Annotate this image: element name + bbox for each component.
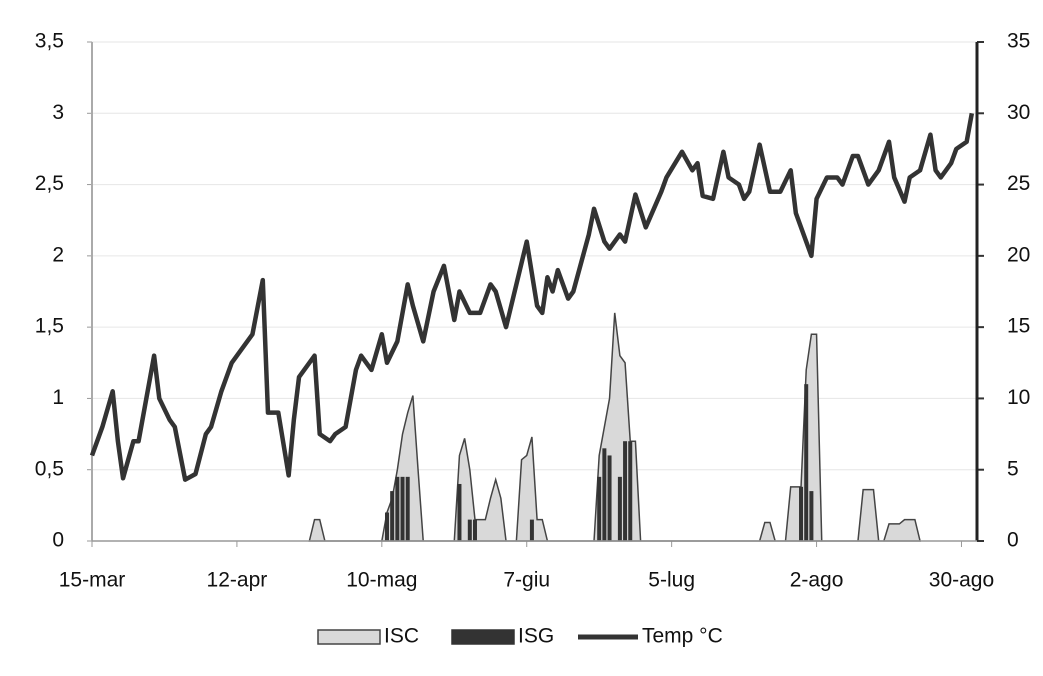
isg-bar (799, 486, 804, 541)
isg-bar (467, 519, 472, 541)
y-tick-label: 3,5 (35, 30, 64, 53)
legend-label: Temp °C (642, 625, 723, 648)
x-tick-label: 12-apr (207, 569, 268, 592)
isg-bar (597, 476, 602, 541)
y2-tick-label: 15 (1007, 315, 1030, 338)
y2-tick-label: 25 (1007, 172, 1030, 195)
isg-bar (623, 441, 628, 541)
y-tick-label: 0 (52, 529, 64, 552)
legend-label: ISG (518, 625, 554, 648)
x-tick-label: 5-lug (648, 569, 695, 592)
y2-tick-label: 35 (1007, 30, 1030, 53)
y-tick-label: 0,5 (35, 457, 64, 480)
y2-tick-label: 5 (1007, 457, 1019, 480)
y-tick-label: 2 (52, 243, 64, 266)
x-tick-label: 10-mag (346, 569, 417, 592)
x-tick-label: 7-giu (503, 569, 550, 592)
y2-tick-label: 20 (1007, 243, 1030, 266)
isg-bar (457, 483, 462, 541)
isg-bar (602, 448, 607, 541)
isg-bar (809, 491, 814, 541)
y2-tick-label: 30 (1007, 101, 1030, 124)
isg-bar (804, 384, 809, 541)
isg-bar (628, 441, 633, 541)
y2-tick-label: 10 (1007, 386, 1030, 409)
y-tick-label: 3 (52, 101, 64, 124)
isg-bar (390, 491, 395, 541)
isg-bar (607, 455, 612, 541)
y-tick-label: 2,5 (35, 172, 64, 195)
isg-bar (472, 519, 477, 541)
temp-line (89, 112, 975, 482)
legend-label: ISC (384, 625, 419, 648)
x-tick-label: 30-ago (929, 569, 994, 592)
isg-bar (529, 519, 534, 541)
legend-swatch (317, 629, 381, 645)
y-tick-label: 1 (52, 386, 64, 409)
legend-swatch (451, 629, 515, 645)
x-tick-label: 15-mar (59, 569, 126, 592)
isg-bar (395, 476, 400, 541)
x-tick-label: 2-ago (790, 569, 844, 592)
y-tick-label: 1,5 (35, 315, 64, 338)
isg-bar (405, 476, 410, 541)
isg-bar (400, 476, 405, 541)
isg-bar (617, 476, 622, 541)
isg-bar (385, 512, 389, 541)
y2-tick-label: 0 (1007, 529, 1019, 552)
